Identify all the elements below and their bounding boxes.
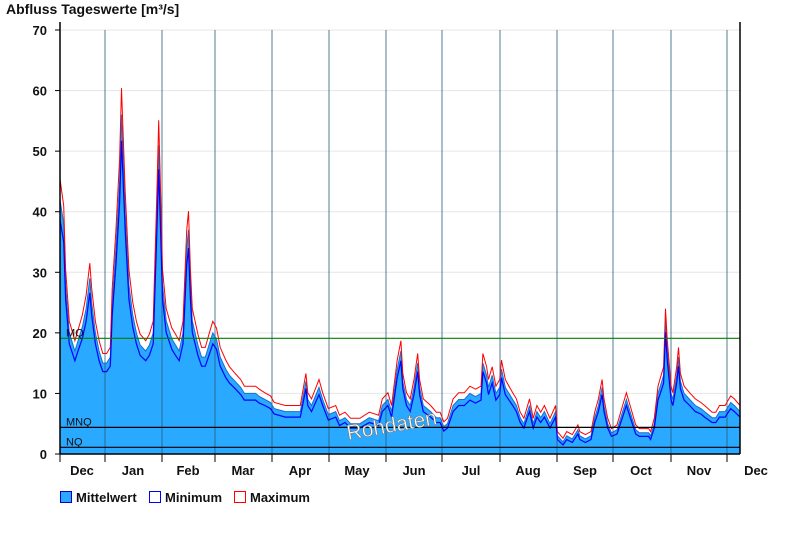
x-month-label: Jan [122,463,144,478]
x-month-label: Nov [687,463,712,478]
x-month-label: Sep [573,463,597,478]
x-month-label: Apr [289,463,311,478]
reference-label-mnq: MNQ [66,416,92,428]
x-month-label: Oct [630,463,652,478]
y-tick-label: 50 [33,144,47,159]
chart-title: Abfluss Tageswerte [m³/s] [6,1,179,17]
x-month-label: Mar [231,463,254,478]
y-tick-label: 60 [33,84,47,99]
reference-label-mq: MQ [66,327,84,339]
x-month-label: May [344,463,370,478]
x-month-label: Dec [70,463,94,478]
legend-label-minimum: Minimum [165,490,222,505]
x-month-label: Feb [176,463,199,478]
x-month-label: Jul [462,463,481,478]
series-mittelwert-area [60,114,740,455]
legend-swatch-maximum [234,491,246,503]
y-tick-label: 40 [33,205,47,220]
y-tick-label: 10 [33,386,47,401]
x-month-label: Dec [744,463,768,478]
series-maximum-line [59,88,741,440]
legend-swatch-mittelwert [60,491,72,503]
y-tick-label: 20 [33,326,47,341]
legend-label-mittelwert: Mittelwert [76,490,137,505]
y-tick-label: 30 [33,265,47,280]
x-month-label: Aug [515,463,540,478]
x-month-label: Jun [402,463,425,478]
legend-label-maximum: Maximum [250,490,310,505]
reference-label-nq: NQ [66,436,83,448]
y-tick-label: 70 [33,23,47,38]
legend-swatch-minimum [149,491,161,503]
y-tick-label: 0 [40,447,47,462]
series-minimum-line [59,140,741,446]
